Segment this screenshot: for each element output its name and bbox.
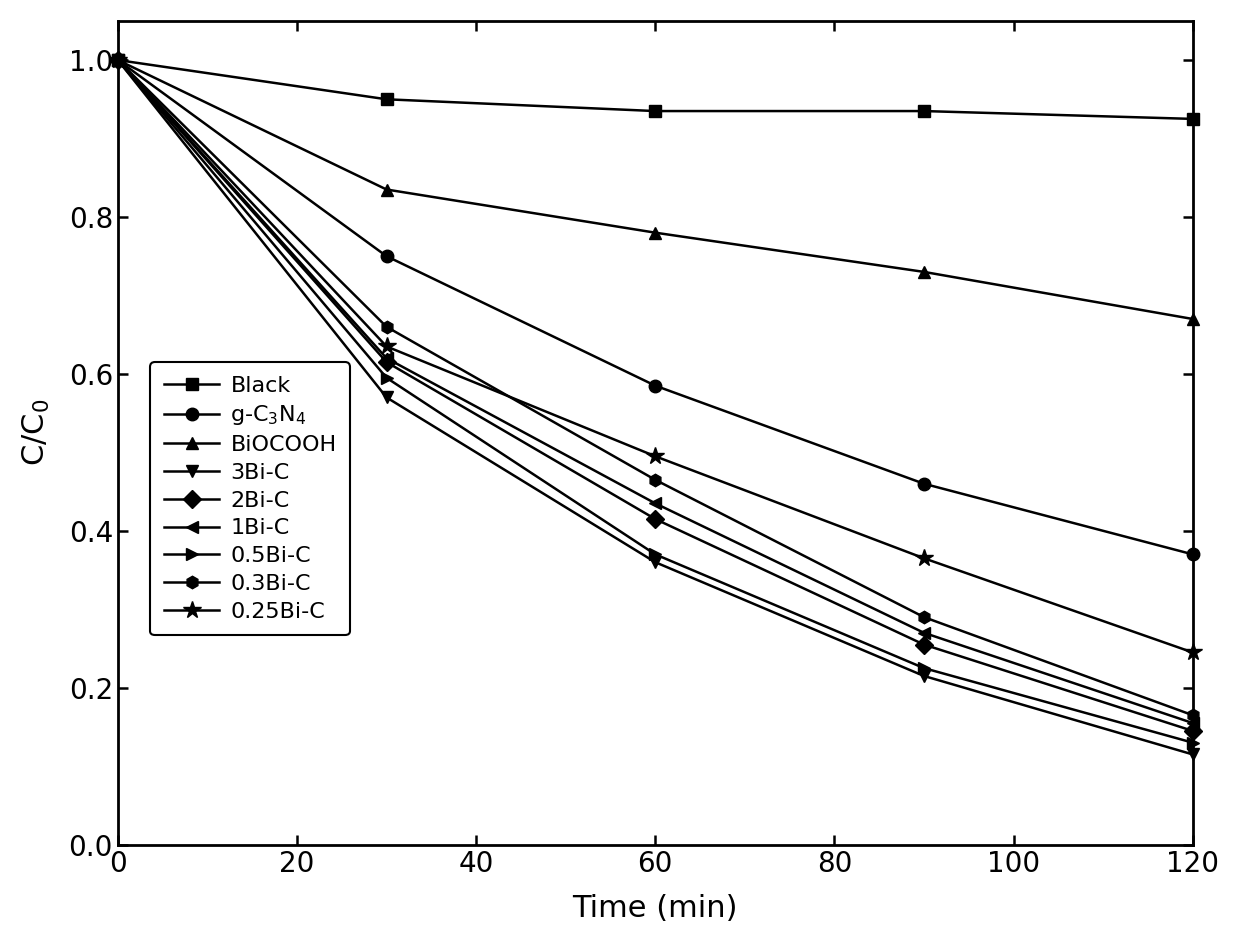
BiOCOOH (916, 266, 931, 278)
BiOCOOH (647, 227, 662, 238)
Legend: Black, g-C$_3$N$_4$, BiOCOOH, 3Bi-C, 2Bi-C, 1Bi-C, 0.5Bi-C, 0.3Bi-C, 0.25Bi-C: Black, g-C$_3$N$_4$, BiOCOOH, 3Bi-C, 2Bi… (150, 362, 350, 635)
1Bi-C (647, 497, 662, 509)
3Bi-C (110, 55, 125, 66)
Line: 3Bi-C: 3Bi-C (112, 54, 1199, 761)
0.25Bi-C (647, 450, 662, 462)
0.25Bi-C (916, 552, 931, 564)
0.25Bi-C (110, 55, 125, 66)
3Bi-C (379, 392, 394, 403)
1Bi-C (916, 627, 931, 638)
2Bi-C (647, 514, 662, 525)
g-C$_3$N$_4$ (1185, 548, 1200, 560)
Black (916, 106, 931, 117)
0.5Bi-C (1185, 737, 1200, 749)
Line: 0.3Bi-C: 0.3Bi-C (112, 54, 1199, 721)
Line: 2Bi-C: 2Bi-C (112, 54, 1199, 737)
X-axis label: Time (min): Time (min) (573, 894, 738, 923)
Black (1185, 113, 1200, 125)
0.25Bi-C (379, 341, 394, 352)
Y-axis label: C/C$_0$: C/C$_0$ (21, 399, 52, 466)
0.3Bi-C (379, 321, 394, 332)
Black (379, 93, 394, 105)
0.5Bi-C (110, 55, 125, 66)
2Bi-C (1185, 725, 1200, 736)
1Bi-C (110, 55, 125, 66)
0.3Bi-C (1185, 710, 1200, 721)
0.5Bi-C (916, 663, 931, 674)
2Bi-C (379, 357, 394, 368)
3Bi-C (1185, 749, 1200, 760)
3Bi-C (647, 557, 662, 568)
Line: 1Bi-C: 1Bi-C (112, 54, 1199, 730)
Line: 0.25Bi-C: 0.25Bi-C (109, 51, 1202, 662)
Line: 0.5Bi-C: 0.5Bi-C (112, 54, 1199, 749)
Line: g-C$_3$N$_4$: g-C$_3$N$_4$ (112, 54, 1199, 561)
0.25Bi-C (1185, 647, 1200, 658)
Line: Black: Black (112, 54, 1199, 126)
0.3Bi-C (110, 55, 125, 66)
1Bi-C (1185, 717, 1200, 729)
0.5Bi-C (647, 548, 662, 560)
1Bi-C (379, 352, 394, 363)
g-C$_3$N$_4$ (916, 478, 931, 489)
Line: BiOCOOH: BiOCOOH (112, 54, 1199, 326)
3Bi-C (916, 670, 931, 682)
BiOCOOH (379, 184, 394, 195)
0.3Bi-C (916, 612, 931, 623)
Black (647, 106, 662, 117)
0.3Bi-C (647, 474, 662, 485)
BiOCOOH (110, 55, 125, 66)
g-C$_3$N$_4$ (379, 250, 394, 261)
2Bi-C (916, 639, 931, 650)
g-C$_3$N$_4$ (110, 55, 125, 66)
2Bi-C (110, 55, 125, 66)
BiOCOOH (1185, 313, 1200, 325)
0.5Bi-C (379, 372, 394, 383)
g-C$_3$N$_4$ (647, 380, 662, 392)
Black (110, 55, 125, 66)
